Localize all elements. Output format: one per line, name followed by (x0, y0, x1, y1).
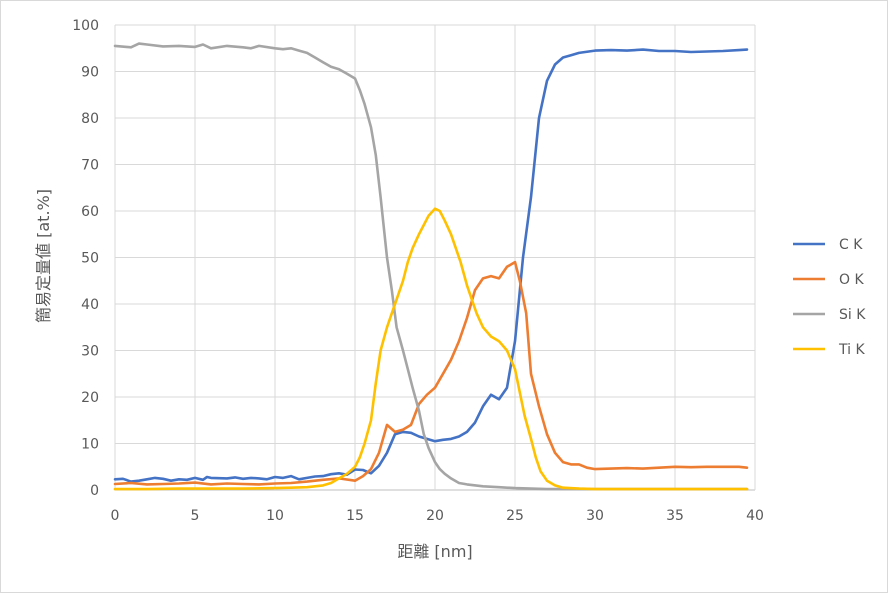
x-tick-label: 15 (346, 508, 364, 524)
x-tick-label: 0 (111, 508, 120, 524)
x-tick-label: 20 (426, 508, 444, 524)
x-axis-title: 距離 [nm] (397, 542, 472, 561)
y-tick-label: 40 (81, 297, 99, 313)
y-tick-label: 20 (81, 390, 99, 406)
legend-label-c-k: C K (839, 237, 863, 253)
y-axis-title: 簡易定量値 [at.%] (34, 189, 53, 323)
y-tick-label: 90 (81, 65, 99, 81)
y-tick-label: 70 (81, 158, 99, 174)
x-tick-label: 5 (191, 508, 200, 524)
y-tick-label: 60 (81, 204, 99, 220)
legend-label-si-k: Si K (839, 307, 866, 323)
legend-label-o-k: O K (839, 272, 864, 288)
series-line-o-k (113, 260, 749, 486)
y-tick-label: 80 (81, 111, 99, 127)
series-line-ti-k (113, 207, 749, 491)
x-tick-label: 30 (586, 508, 604, 524)
legend-label-ti-k: Ti K (838, 342, 865, 358)
x-tick-label: 10 (266, 508, 284, 524)
y-tick-label: 10 (81, 437, 99, 453)
x-tick-label: 25 (506, 508, 524, 524)
x-tick-label: 35 (666, 508, 684, 524)
y-tick-label: 100 (72, 18, 99, 34)
series-lines (113, 42, 749, 491)
y-tick-label: 0 (90, 483, 99, 499)
x-axis-ticks: 0 5 10 15 20 25 30 35 40 (111, 508, 764, 524)
y-tick-label: 50 (81, 251, 99, 267)
x-tick-label: 40 (746, 508, 764, 524)
series-line-c-k (113, 48, 749, 483)
y-axis-ticks: 0 10 20 30 40 50 60 70 80 90 100 (72, 18, 99, 499)
legend: C K O K Si K Ti K (793, 237, 866, 358)
series-line-si-k (113, 42, 749, 491)
y-tick-label: 30 (81, 344, 99, 360)
gridlines (114, 24, 756, 491)
